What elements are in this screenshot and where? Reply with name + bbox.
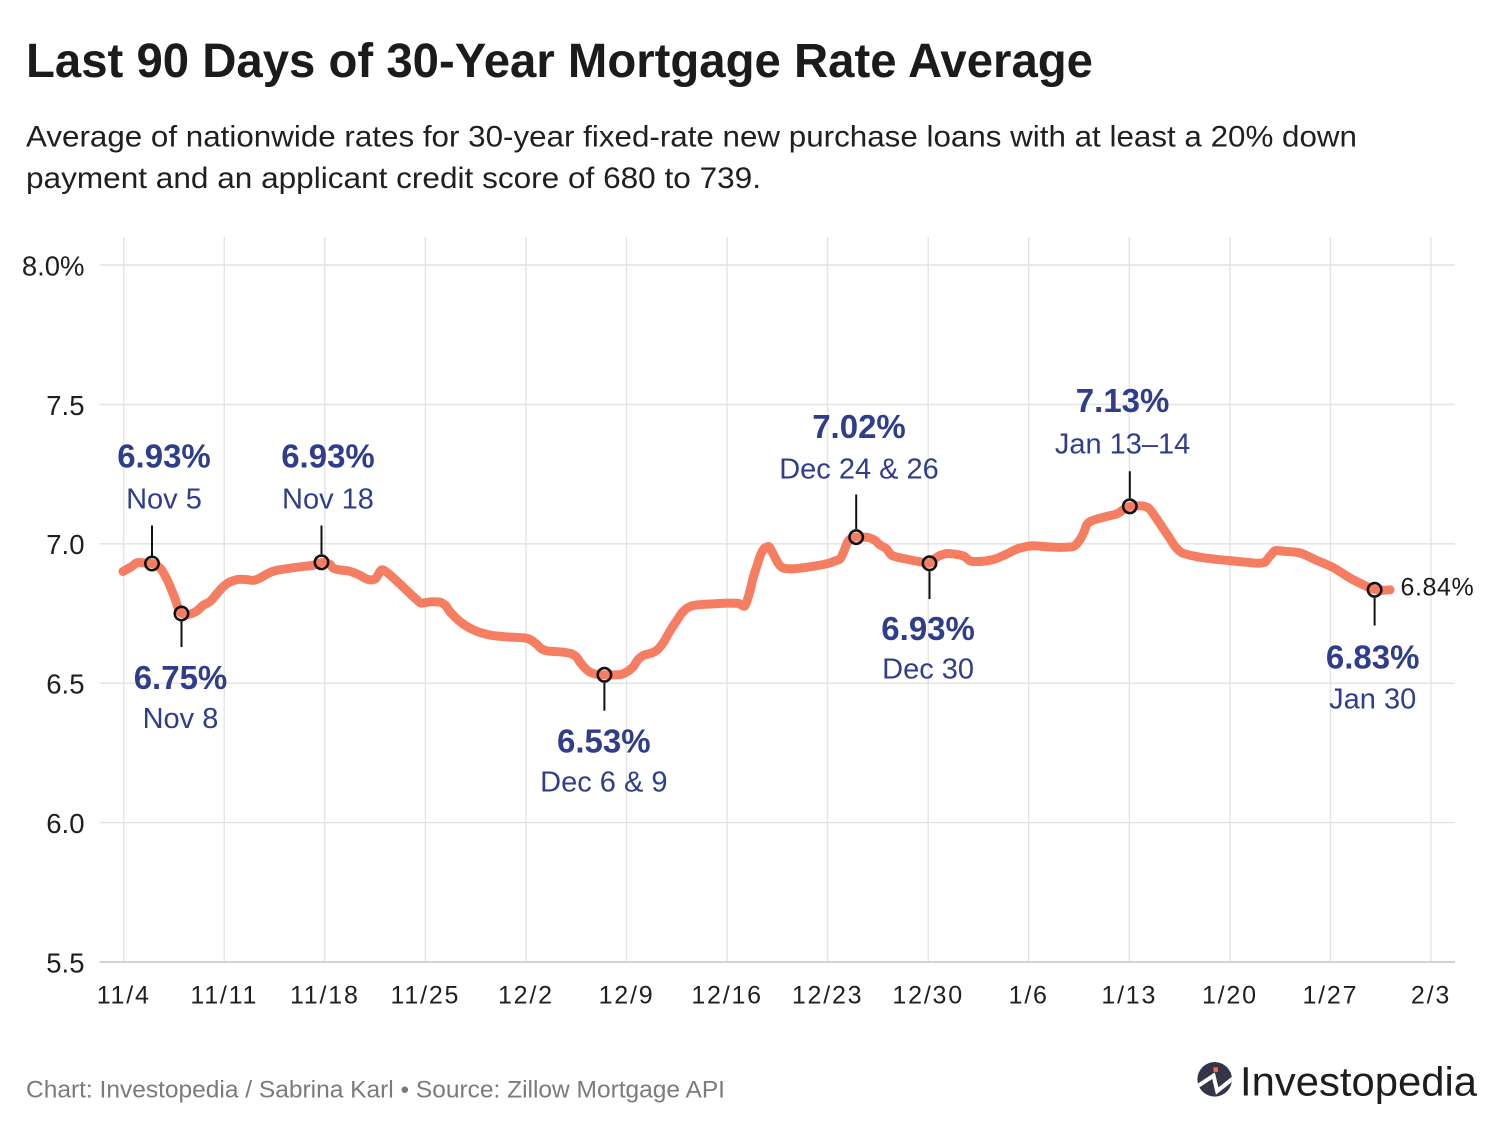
svg-text:6.83%: 6.83% — [1326, 639, 1420, 676]
svg-text:8.0%: 8.0% — [22, 250, 85, 281]
svg-text:Dec 30: Dec 30 — [882, 654, 974, 686]
svg-text:12/9: 12/9 — [599, 982, 655, 1010]
svg-text:11/25: 11/25 — [391, 982, 461, 1010]
svg-text:1/6: 1/6 — [1009, 982, 1049, 1010]
svg-text:6.5: 6.5 — [46, 669, 84, 700]
svg-text:Jan 30: Jan 30 — [1329, 684, 1416, 716]
svg-text:11/4: 11/4 — [97, 982, 151, 1010]
svg-text:7.5: 7.5 — [46, 390, 84, 421]
svg-text:7.13%: 7.13% — [1076, 382, 1170, 419]
svg-text:6.93%: 6.93% — [117, 438, 211, 475]
svg-text:Dec 24 & 26: Dec 24 & 26 — [779, 454, 939, 486]
svg-text:5.5: 5.5 — [46, 947, 84, 978]
svg-text:6.0: 6.0 — [46, 808, 84, 839]
svg-text:7.0: 7.0 — [46, 529, 84, 560]
svg-text:Last 90 Days of 30-Year Mortga: Last 90 Days of 30-Year Mortgage Rate Av… — [26, 35, 1093, 88]
svg-text:12/2: 12/2 — [498, 982, 554, 1010]
svg-text:Dec 6 & 9: Dec 6 & 9 — [540, 766, 667, 798]
svg-text:7.02%: 7.02% — [812, 408, 906, 445]
svg-text:11/11: 11/11 — [190, 982, 258, 1010]
svg-text:6.93%: 6.93% — [881, 610, 975, 647]
svg-text:Nov 5: Nov 5 — [126, 484, 202, 516]
svg-text:12/30: 12/30 — [892, 982, 964, 1010]
svg-text:Nov 18: Nov 18 — [282, 484, 374, 516]
svg-text:12/23: 12/23 — [792, 982, 864, 1010]
svg-text:1/27: 1/27 — [1302, 982, 1358, 1010]
svg-text:6.93%: 6.93% — [281, 438, 375, 475]
svg-text:6.53%: 6.53% — [557, 722, 651, 759]
svg-text:11/18: 11/18 — [290, 982, 360, 1010]
svg-text:Investopedia: Investopedia — [1240, 1059, 1477, 1105]
svg-text:1/13: 1/13 — [1101, 982, 1157, 1010]
svg-text:Average of nationwide rates fo: Average of nationwide rates for 30-year … — [26, 121, 1357, 154]
svg-text:Nov 8: Nov 8 — [143, 703, 219, 735]
svg-text:2/3: 2/3 — [1411, 982, 1451, 1010]
svg-text:6.75%: 6.75% — [134, 659, 228, 696]
svg-text:Jan 13–14: Jan 13–14 — [1055, 429, 1190, 461]
svg-text:Chart: Investopedia / Sabrina: Chart: Investopedia / Sabrina Karl • Sou… — [26, 1076, 725, 1103]
svg-text:1/20: 1/20 — [1202, 982, 1258, 1010]
svg-text:6.84%: 6.84% — [1401, 574, 1475, 602]
svg-text:payment and an applicant credi: payment and an applicant credit score of… — [26, 162, 761, 195]
svg-text:12/16: 12/16 — [691, 982, 763, 1010]
